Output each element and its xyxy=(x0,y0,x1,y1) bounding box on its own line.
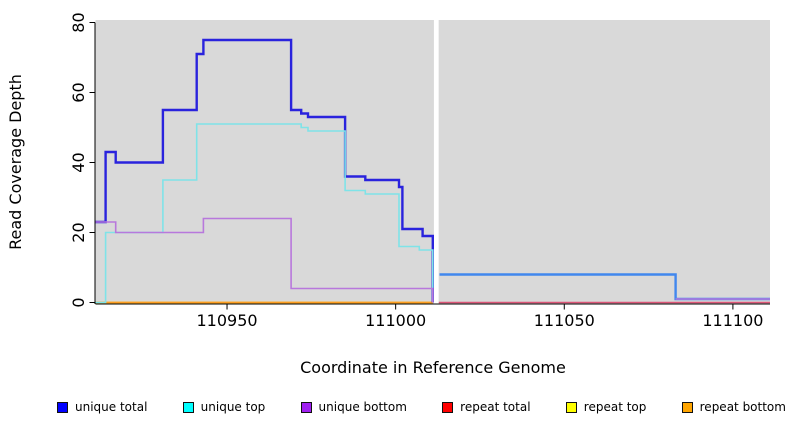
x-axis-title: Coordinate in Reference Genome xyxy=(300,358,566,377)
legend-label: repeat top xyxy=(583,400,647,414)
legend-label: unique total xyxy=(75,400,148,414)
y-tick-label: 60 xyxy=(69,82,88,102)
y-axis-title: Read Coverage Depth xyxy=(6,74,25,250)
legend-label: repeat bottom xyxy=(699,400,786,414)
legend-swatch-unique-bottom xyxy=(300,401,312,413)
legend-swatch-unique-top xyxy=(182,401,194,413)
legend-swatch-unique-total xyxy=(57,401,68,413)
legend-item-unique-top: unique top xyxy=(182,400,266,414)
legend-item-unique-bottom: unique bottom xyxy=(300,400,407,414)
legend-swatch-repeat-top xyxy=(565,401,577,413)
series-line-unique-total xyxy=(95,38,434,303)
legend-swatch-repeat-bottom xyxy=(681,401,693,413)
legend-swatch-repeat-total xyxy=(442,401,454,413)
series-line-unique-bottom xyxy=(95,217,434,303)
legend-item-repeat-total: repeat total xyxy=(442,400,531,414)
chart: 0 20 40 60 80 110950 111000 111050 111100 Read C… xyxy=(6,12,770,377)
y-tick-label: 80 xyxy=(69,12,88,32)
x-tick-label: 110950 xyxy=(196,311,257,330)
plot-canvas: 0 20 40 60 80 110950 111000 111050 111100 xyxy=(69,12,770,330)
legend-label: unique bottom xyxy=(318,400,407,414)
legend-item-repeat-bottom: repeat bottom xyxy=(681,400,786,414)
series-line-unique-top xyxy=(95,123,434,304)
legend-label: unique top xyxy=(200,400,266,414)
y-tick-label: 20 xyxy=(69,222,88,242)
x-tick-label: 111050 xyxy=(534,311,595,330)
legend-label: repeat total xyxy=(460,400,531,414)
coverage-gap xyxy=(433,19,439,304)
y-tick-label: 0 xyxy=(69,297,88,307)
y-tick-label: 40 xyxy=(69,152,88,172)
x-tick-label: 111100 xyxy=(702,311,763,330)
x-tick-label: 111000 xyxy=(365,311,426,330)
legend: unique total unique top unique bottom re… xyxy=(57,400,786,414)
legend-item-repeat-top: repeat top xyxy=(565,400,647,414)
legend-item-unique-total: unique total xyxy=(57,400,147,414)
